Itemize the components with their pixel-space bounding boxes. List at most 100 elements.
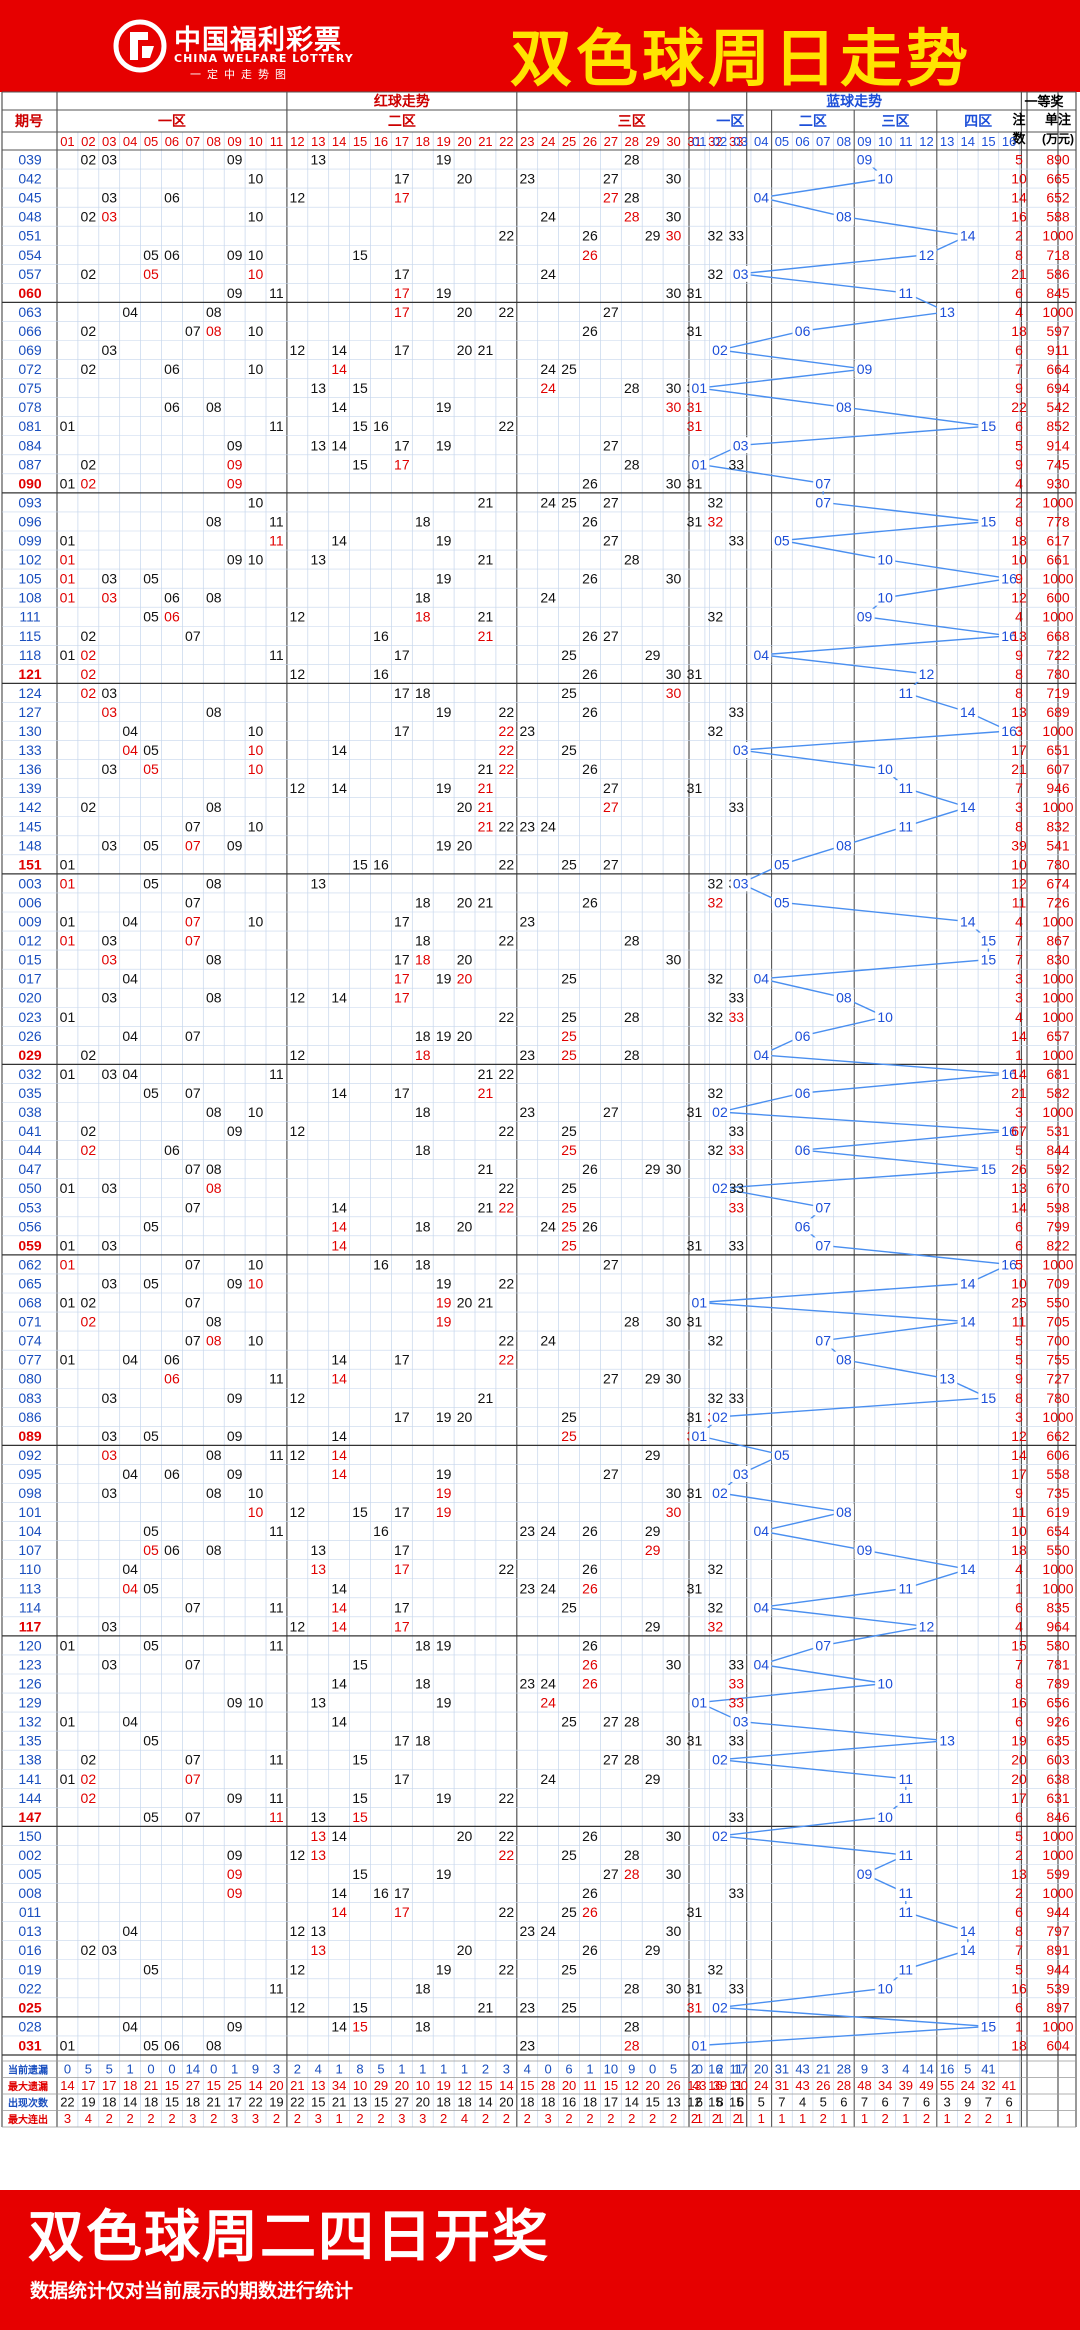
red-ball: 26: [582, 1656, 598, 1672]
red-ball: 09: [227, 456, 243, 472]
red-ball: 22: [499, 1847, 515, 1863]
issue-number: 026: [18, 1028, 42, 1044]
blue-ball: 01: [692, 2037, 708, 2053]
stat-red-value: 2: [127, 2111, 134, 2126]
red-ball: 14: [331, 342, 347, 358]
blue-ball-bg: [895, 1789, 916, 1806]
prize-amount: 558: [1046, 1466, 1070, 1482]
red-ball: 18: [415, 590, 431, 606]
blue-ball: 02: [712, 1999, 728, 2015]
red-ball: 03: [101, 761, 117, 777]
red-ball: 03: [101, 837, 117, 853]
red-ball: 23: [519, 723, 535, 739]
issue-number: 107: [18, 1542, 42, 1558]
red-ball: 19: [436, 1028, 452, 1044]
issue-number: 054: [18, 247, 42, 263]
page-title: 双色球周日走势: [510, 22, 973, 95]
red-ball: 33: [728, 1180, 744, 1196]
red-column-label: 03: [102, 134, 116, 149]
red-column-label: 27: [604, 134, 618, 149]
red-ball: 17: [394, 1771, 410, 1787]
issue-number: 083: [18, 1390, 42, 1406]
red-ball: 21: [478, 894, 494, 910]
blue-ball: 15: [981, 418, 997, 434]
red-ball: 29: [645, 1618, 661, 1634]
winner-count: 10: [1011, 1523, 1027, 1539]
red-column-label: 23: [520, 134, 534, 149]
red-ball: 12: [290, 1618, 306, 1634]
prize-amount: 1000: [1042, 304, 1073, 320]
winner-count: 10: [1011, 1275, 1027, 1291]
red-ball: 07: [185, 1256, 201, 1272]
red-ball: 27: [603, 171, 619, 187]
red-ball: 33: [728, 1695, 744, 1711]
issue-number: 144: [18, 1790, 42, 1806]
red-ball: 27: [603, 856, 619, 872]
red-ball: 03: [101, 1180, 117, 1196]
red-ball: 17: [394, 456, 410, 472]
red-ball: 19: [436, 152, 452, 168]
red-column-label: 04: [123, 134, 137, 149]
blue-ball: 07: [815, 1637, 831, 1653]
stat-red-value: 21: [207, 2095, 221, 2110]
red-ball: 11: [269, 1066, 284, 1082]
prize-amount: 580: [1046, 1637, 1070, 1653]
red-ball: 20: [457, 1218, 473, 1234]
red-ball: 05: [143, 1961, 159, 1977]
red-ball: 28: [624, 1866, 640, 1882]
winner-count: 9: [1015, 647, 1023, 663]
red-ball: 07: [185, 837, 201, 853]
stat-red-value: 22: [248, 2095, 262, 2110]
issue-number: 084: [18, 437, 42, 453]
red-ball: 26: [582, 1637, 598, 1653]
red-ball: 21: [478, 761, 494, 777]
prize-amount: 607: [1046, 761, 1070, 777]
blue-column-label: 06: [795, 134, 809, 149]
red-ball: 22: [499, 742, 515, 758]
red-ball: 20: [457, 894, 473, 910]
red-ball: 12: [290, 1047, 306, 1063]
red-ball: 07: [185, 323, 201, 339]
red-ball: 09: [227, 1695, 243, 1711]
stat-blue-value: 21: [816, 2062, 830, 2077]
stat-red-value: 2: [356, 2111, 363, 2126]
red-ball: 29: [645, 1161, 661, 1177]
red-ball: 26: [582, 323, 598, 339]
red-ball: 04: [122, 742, 138, 758]
red-ball: 30: [666, 1161, 682, 1177]
prize-amount: 705: [1046, 1314, 1070, 1330]
red-ball: 11: [269, 1523, 284, 1539]
red-ball: 18: [415, 933, 431, 949]
red-ball: 32: [708, 1085, 724, 1101]
blue-ball-bg: [957, 1923, 978, 1940]
red-ball: 13: [310, 1923, 326, 1939]
winner-count: 20: [1011, 1771, 1027, 1787]
prize-amount: 780: [1046, 666, 1070, 682]
red-ball: 20: [457, 1295, 473, 1311]
red-ball: 26: [582, 571, 598, 587]
issue-number: 080: [18, 1371, 42, 1387]
red-ball: 01: [60, 2037, 76, 2053]
stat-blue-value: 24: [754, 2078, 768, 2093]
winner-count: 21: [1011, 761, 1027, 777]
red-ball: 09: [227, 1428, 243, 1444]
prize-amount: 722: [1046, 647, 1070, 663]
winner-count: 6: [1015, 1599, 1023, 1615]
red-column-label: 26: [583, 134, 597, 149]
blue-ball-bg: [833, 1351, 854, 1368]
issue-number: 087: [18, 456, 42, 472]
blue-ball: 13: [939, 304, 955, 320]
stat-red-value: 3: [398, 2111, 405, 2126]
red-ball: 03: [101, 342, 117, 358]
winner-count: 6: [1015, 1714, 1023, 1730]
red-ball: 25: [561, 1180, 577, 1196]
red-ball: 20: [457, 1942, 473, 1958]
red-ball: 30: [666, 399, 682, 415]
prize-amount: 670: [1046, 1180, 1070, 1196]
red-ball: 12: [290, 1447, 306, 1463]
red-ball: 07: [185, 1752, 201, 1768]
red-ball: 24: [540, 1923, 556, 1939]
red-ball: 29: [645, 1771, 661, 1787]
prize-amount: 550: [1046, 1542, 1070, 1558]
stat-red-value: 21: [332, 2095, 346, 2110]
